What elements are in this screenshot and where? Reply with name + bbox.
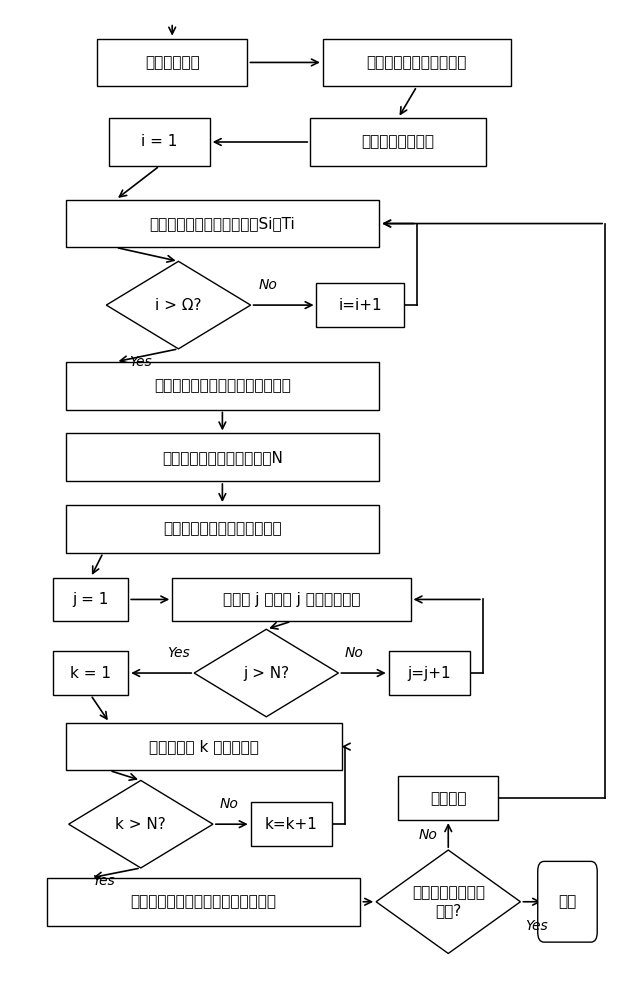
Text: j > N?: j > N? [243, 666, 289, 681]
Text: No: No [259, 278, 278, 292]
Text: 输入地理位置和内部参数: 输入地理位置和内部参数 [367, 55, 467, 70]
Polygon shape [68, 780, 213, 868]
Text: i > Ω?: i > Ω? [155, 298, 202, 313]
FancyBboxPatch shape [310, 118, 486, 166]
Text: 得到矩阵分块形式: 得到矩阵分块形式 [361, 134, 435, 149]
Text: Yes: Yes [525, 919, 548, 933]
Text: k=k+1: k=k+1 [265, 817, 318, 832]
Polygon shape [106, 261, 251, 349]
FancyBboxPatch shape [47, 878, 360, 926]
Text: k = 1: k = 1 [70, 666, 111, 681]
FancyBboxPatch shape [97, 39, 248, 86]
Text: 利用推导的降维模型进行分块: 利用推导的降维模型进行分块 [163, 521, 282, 536]
FancyBboxPatch shape [538, 861, 597, 942]
FancyBboxPatch shape [66, 505, 379, 553]
Text: 主机接收第 k 个计算结果: 主机接收第 k 个计算结果 [149, 739, 258, 754]
FancyBboxPatch shape [53, 651, 128, 695]
Text: Yes: Yes [129, 355, 152, 369]
FancyBboxPatch shape [53, 578, 128, 621]
Text: 测量光照强度测量点，得到Si、Ti: 测量光照强度测量点，得到Si、Ti [149, 216, 295, 231]
Text: i=i+1: i=i+1 [339, 298, 382, 313]
FancyBboxPatch shape [66, 433, 379, 481]
FancyBboxPatch shape [66, 200, 379, 247]
FancyBboxPatch shape [66, 362, 379, 410]
Text: 将测量结果代入相应的元件公式中: 将测量结果代入相应的元件公式中 [154, 378, 291, 393]
FancyBboxPatch shape [66, 723, 342, 770]
Text: 已到光伏系统关机
时间?: 已到光伏系统关机 时间? [411, 886, 485, 918]
Text: No: No [345, 646, 363, 660]
Text: 接收到全部数据，输出本次计算结果: 接收到全部数据，输出本次计算结果 [130, 894, 277, 909]
Text: No: No [419, 828, 437, 842]
FancyBboxPatch shape [398, 776, 498, 820]
FancyBboxPatch shape [110, 118, 210, 166]
Text: i = 1: i = 1 [141, 134, 178, 149]
Polygon shape [194, 629, 339, 717]
Text: k > N?: k > N? [115, 817, 166, 832]
FancyBboxPatch shape [389, 651, 470, 695]
Text: No: No [219, 797, 238, 811]
Text: 结束: 结束 [558, 894, 577, 909]
Text: 分配第 j 块到第 j 个虚拟工作站: 分配第 j 块到第 j 个虚拟工作站 [223, 592, 360, 607]
FancyBboxPatch shape [172, 578, 411, 621]
Text: j = 1: j = 1 [72, 592, 109, 607]
Text: Yes: Yes [92, 874, 115, 888]
Text: 光伏系统开机: 光伏系统开机 [145, 55, 199, 70]
FancyBboxPatch shape [316, 283, 404, 327]
Text: 记录时间: 记录时间 [430, 791, 467, 806]
Polygon shape [376, 850, 520, 953]
Text: 得到最终矩阵及矩阵分块数N: 得到最终矩阵及矩阵分块数N [162, 450, 283, 465]
FancyBboxPatch shape [251, 802, 332, 846]
Text: j=j+1: j=j+1 [408, 666, 451, 681]
Text: Yes: Yes [167, 646, 190, 660]
FancyBboxPatch shape [323, 39, 511, 86]
